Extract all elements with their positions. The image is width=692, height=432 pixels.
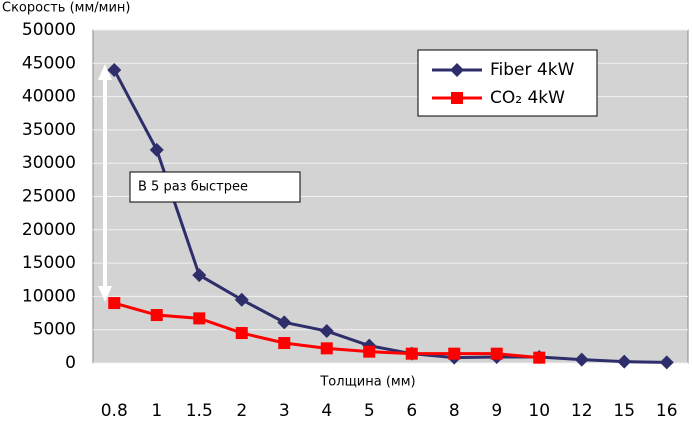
y-tick-label: 0 <box>65 353 76 373</box>
marker <box>149 142 164 157</box>
x-tick-label: 16 <box>656 401 678 421</box>
marker <box>193 312 206 325</box>
marker <box>235 327 248 340</box>
legend-box <box>417 49 598 117</box>
chart-title: Скорость (мм/мин) <box>2 1 131 16</box>
marker <box>192 268 207 283</box>
x-tick-label: 10 <box>528 401 550 421</box>
marker <box>108 297 121 310</box>
marker <box>405 347 418 360</box>
y-tick-label: 20000 <box>22 220 76 240</box>
x-tick-label: 1 <box>151 401 162 421</box>
x-tick-label: 1.5 <box>186 401 213 421</box>
legend-label: Fiber 4kW <box>490 60 575 80</box>
y-tick-label: 45000 <box>22 53 76 73</box>
legend-marker <box>451 92 463 104</box>
x-tick-label: 9 <box>491 401 502 421</box>
y-tick-label: 10000 <box>22 286 76 306</box>
x-tick-label: 12 <box>571 401 593 421</box>
marker <box>448 347 461 360</box>
x-tick-label: 3 <box>279 401 290 421</box>
legend-label: CO₂ 4kW <box>490 88 565 108</box>
marker <box>490 347 503 360</box>
x-tick-label: 8 <box>449 401 460 421</box>
x-tick-label: 0.8 <box>101 401 128 421</box>
y-tick-label: 40000 <box>22 87 76 107</box>
x-tick-label: 15 <box>613 401 635 421</box>
series-line <box>112 69 667 364</box>
annotation: В 5 раз быстрее <box>138 180 248 195</box>
marker <box>277 315 292 330</box>
marker <box>533 351 546 364</box>
y-tick-label: 25000 <box>22 187 76 207</box>
marker <box>319 324 334 339</box>
marker <box>107 62 122 77</box>
y-tick-label: 15000 <box>22 253 76 273</box>
annotation-box <box>129 171 301 203</box>
marker <box>320 342 333 355</box>
y-tick-label: 5000 <box>33 320 76 340</box>
x-tick-label: 2 <box>236 401 247 421</box>
marker <box>574 352 589 367</box>
marker <box>659 355 674 370</box>
y-tick-label: 30000 <box>22 153 76 173</box>
marker <box>617 354 632 369</box>
marker <box>150 309 163 322</box>
marker <box>278 337 291 350</box>
legend-marker <box>450 63 464 77</box>
x-tick-label: 4 <box>321 401 332 421</box>
x-tick-label: 6 <box>406 401 417 421</box>
marker <box>363 345 376 358</box>
y-tick-label: 35000 <box>22 120 76 140</box>
x-axis-label: Толщина (мм) <box>319 375 415 390</box>
marker <box>234 292 249 307</box>
y-tick-label: 50000 <box>22 20 76 40</box>
x-tick-label: 5 <box>364 401 375 421</box>
arrow <box>98 64 112 302</box>
